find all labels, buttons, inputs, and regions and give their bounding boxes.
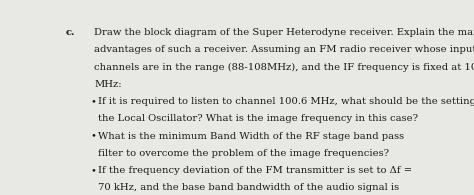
Text: the Local Oscillator? What is the image frequency in this case?: the Local Oscillator? What is the image … (98, 114, 418, 123)
Text: •: • (91, 131, 96, 141)
Text: •: • (91, 97, 96, 106)
Text: MHz:: MHz: (94, 80, 122, 89)
Text: 70 kHz, and the base band bandwidth of the audio signal is: 70 kHz, and the base band bandwidth of t… (98, 183, 399, 192)
Text: Draw the block diagram of the Super Heterodyne receiver. Explain the main: Draw the block diagram of the Super Hete… (94, 28, 474, 37)
Text: c.: c. (66, 28, 75, 37)
Text: filter to overcome the problem of the image frequencies?: filter to overcome the problem of the im… (98, 149, 389, 158)
Text: If it is required to listen to channel 100.6 MHz, what should be the setting of: If it is required to listen to channel 1… (98, 97, 474, 106)
Text: channels are in the range (88-108MHz), and the IF frequency is fixed at 10.7: channels are in the range (88-108MHz), a… (94, 62, 474, 72)
Text: If the frequency deviation of the FM transmitter is set to Δf =: If the frequency deviation of the FM tra… (98, 166, 412, 175)
Text: •: • (91, 166, 96, 175)
Text: advantages of such a receiver. Assuming an FM radio receiver whose input: advantages of such a receiver. Assuming … (94, 45, 474, 54)
Text: What is the minimum Band Width of the RF stage band pass: What is the minimum Band Width of the RF… (98, 131, 404, 141)
